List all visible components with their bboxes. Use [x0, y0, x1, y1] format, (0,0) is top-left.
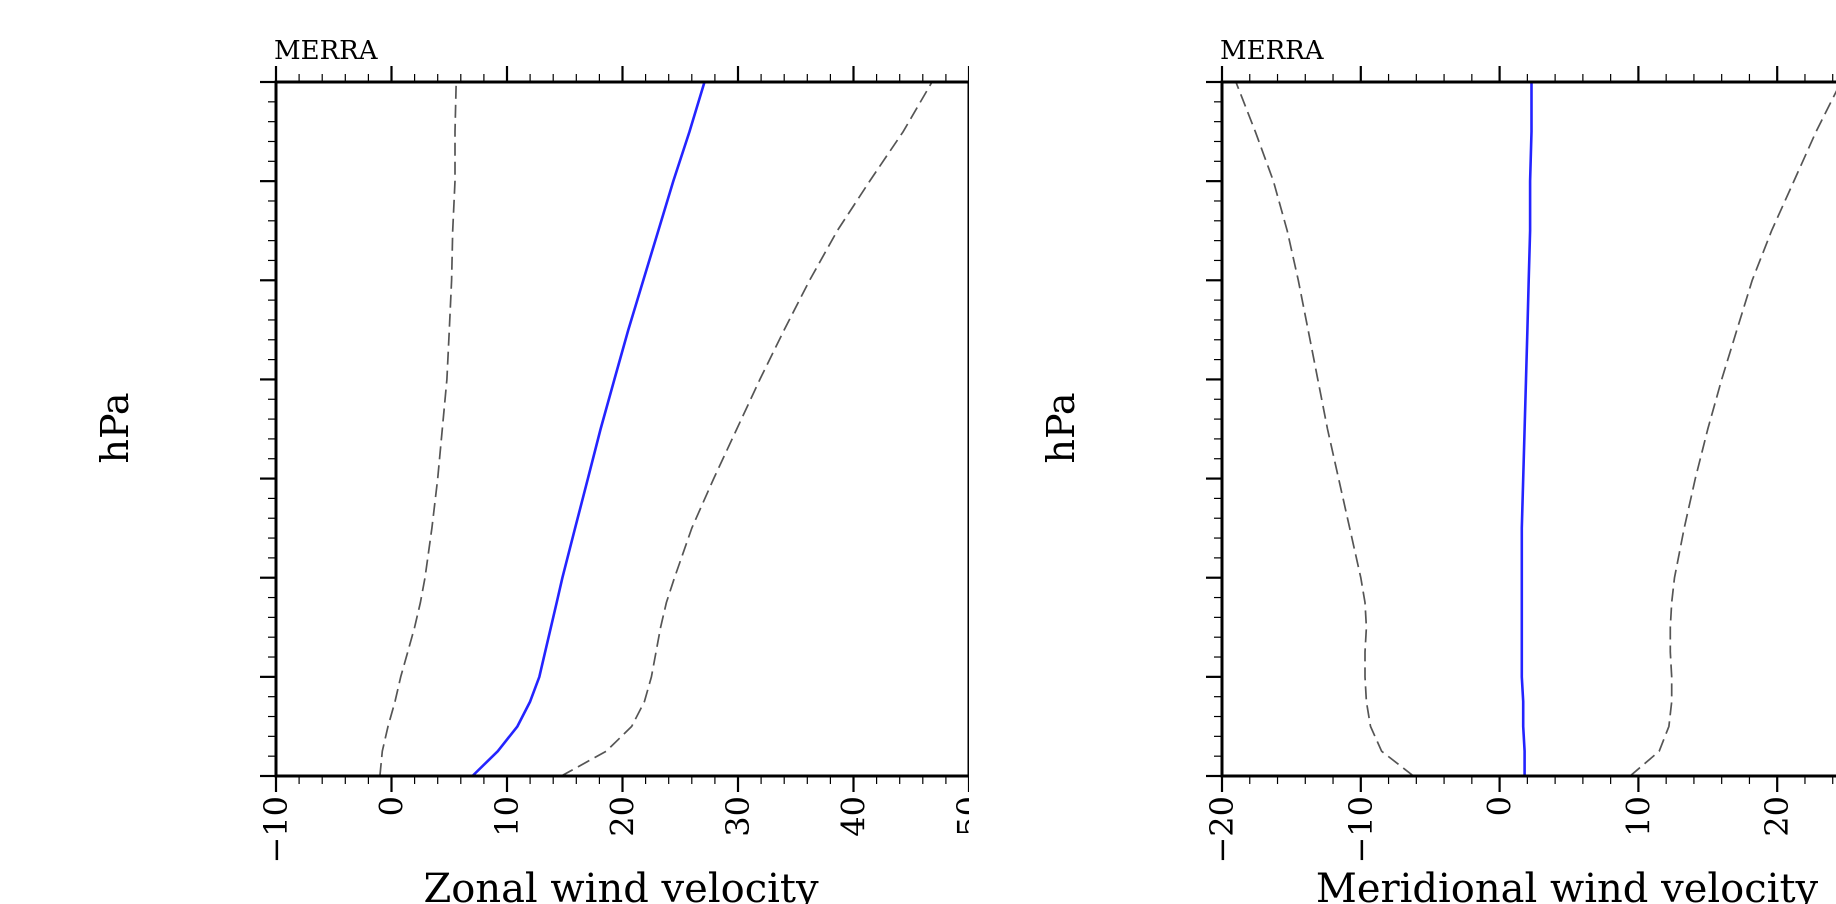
- y-axis-label: hPa: [93, 393, 137, 464]
- panel-title: MERRA: [274, 36, 379, 66]
- x-tick-label: 20: [604, 796, 642, 837]
- zonal-wind-panel: MERRA hPa Zonal wind velocity 3004005006…: [93, 36, 988, 904]
- y-tick-label: 800: [1137, 559, 1198, 597]
- y-tick-label: 300: [1137, 63, 1198, 101]
- spread-bound-line: [561, 82, 932, 776]
- mean-profile-line: [1522, 82, 1532, 776]
- spread-bound-line: [1236, 82, 1414, 776]
- y-tick-label: 1000: [171, 757, 252, 795]
- x-tick-label: 40: [835, 796, 873, 837]
- x-tick-label: 50: [950, 796, 988, 837]
- y-tick-label: 700: [1137, 460, 1198, 498]
- plot-frame: [276, 82, 969, 776]
- x-axis-label: Meridional wind velocity: [1316, 866, 1819, 904]
- spread-bound-line: [1630, 82, 1836, 776]
- x-tick-label: 10: [488, 796, 526, 837]
- y-tick-label: 600: [1137, 360, 1198, 398]
- y-tick-label: 400: [191, 162, 252, 200]
- x-tick-label: 20: [1758, 796, 1796, 837]
- x-tick-label: −10: [257, 796, 295, 864]
- spread-bound-line: [380, 82, 456, 776]
- y-tick-label: 1000: [1117, 757, 1198, 795]
- mean-profile-line: [472, 82, 704, 776]
- plot-body: 300 400 500 600 700 800 900 1000−20 −10 0 10 20: [1117, 63, 1836, 864]
- y-tick-label: 700: [191, 460, 252, 498]
- x-tick-label: 30: [719, 796, 757, 837]
- plot-body: 300 400 500 600 700 800 900 1000−10 0 10 20 30 40 50: [171, 63, 988, 864]
- x-axis-label: Zonal wind velocity: [423, 866, 819, 904]
- x-tick-label: 0: [373, 796, 411, 816]
- panel-title: MERRA: [1220, 36, 1325, 66]
- y-tick-label: 300: [191, 63, 252, 101]
- meridional-wind-panel: MERRA hPa Meridional wind velocity 300 40…: [1039, 36, 1836, 904]
- x-tick-label: −20: [1203, 796, 1241, 864]
- y-axis-label: hPa: [1039, 393, 1083, 464]
- y-tick-label: 800: [191, 559, 252, 597]
- y-tick-label: 900: [1137, 658, 1198, 696]
- y-tick-label: 600: [191, 360, 252, 398]
- x-tick-label: 10: [1619, 796, 1657, 837]
- x-tick-label: −10: [1342, 796, 1380, 864]
- y-tick-label: 500: [191, 261, 252, 299]
- y-tick-label: 400: [1137, 162, 1198, 200]
- y-tick-label: 500: [1137, 261, 1198, 299]
- y-tick-label: 900: [191, 658, 252, 696]
- x-tick-label: 0: [1481, 796, 1519, 816]
